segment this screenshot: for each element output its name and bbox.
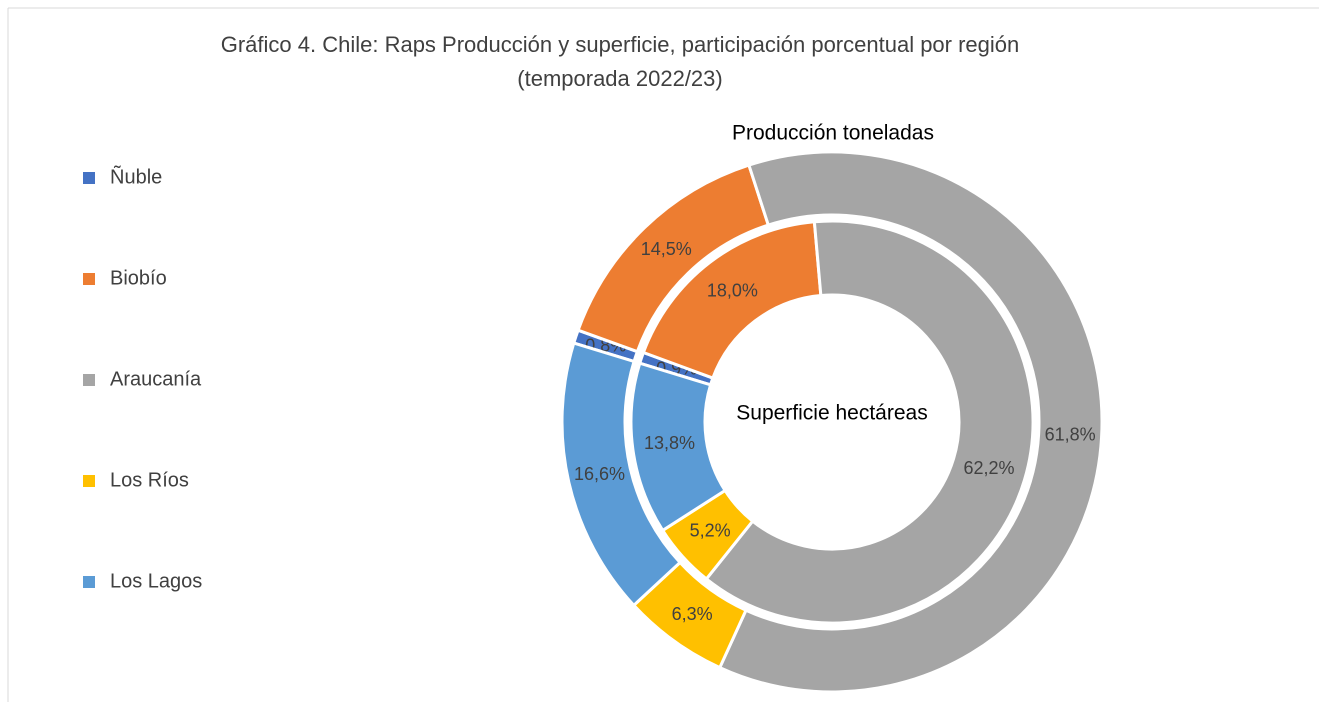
legend-label: Los Lagos [110,570,202,592]
legend-swatch [83,475,95,487]
data-label: 16,6% [574,464,625,484]
legend-label: Biobío [110,267,167,289]
donut-segment [629,361,728,533]
data-label: 14,5% [641,239,692,259]
inner-ring-label: Superficie hectáreas [736,402,927,425]
data-label: 13,8% [644,433,695,453]
outer-ring-label: Producción toneladas [732,122,934,145]
donut-segment [560,341,683,608]
data-label: 5,2% [690,520,731,540]
data-label: 62,2% [963,458,1014,478]
legend-label: Los Ríos [110,469,189,491]
data-label: 6,3% [672,604,713,624]
legend-swatch [83,576,95,588]
legend-label: Araucanía [110,368,202,390]
data-label: 61,8% [1045,425,1096,445]
donut-segment [704,219,1035,625]
legend-swatch [83,172,95,184]
legend-label: Ñuble [110,164,162,188]
data-label: 18,0% [707,280,758,300]
donut-segment [717,150,1104,694]
legend-swatch [83,374,95,386]
legend-swatch [83,273,95,285]
chart-title: Gráfico 4. Chile: Raps Producción y supe… [220,32,1020,91]
